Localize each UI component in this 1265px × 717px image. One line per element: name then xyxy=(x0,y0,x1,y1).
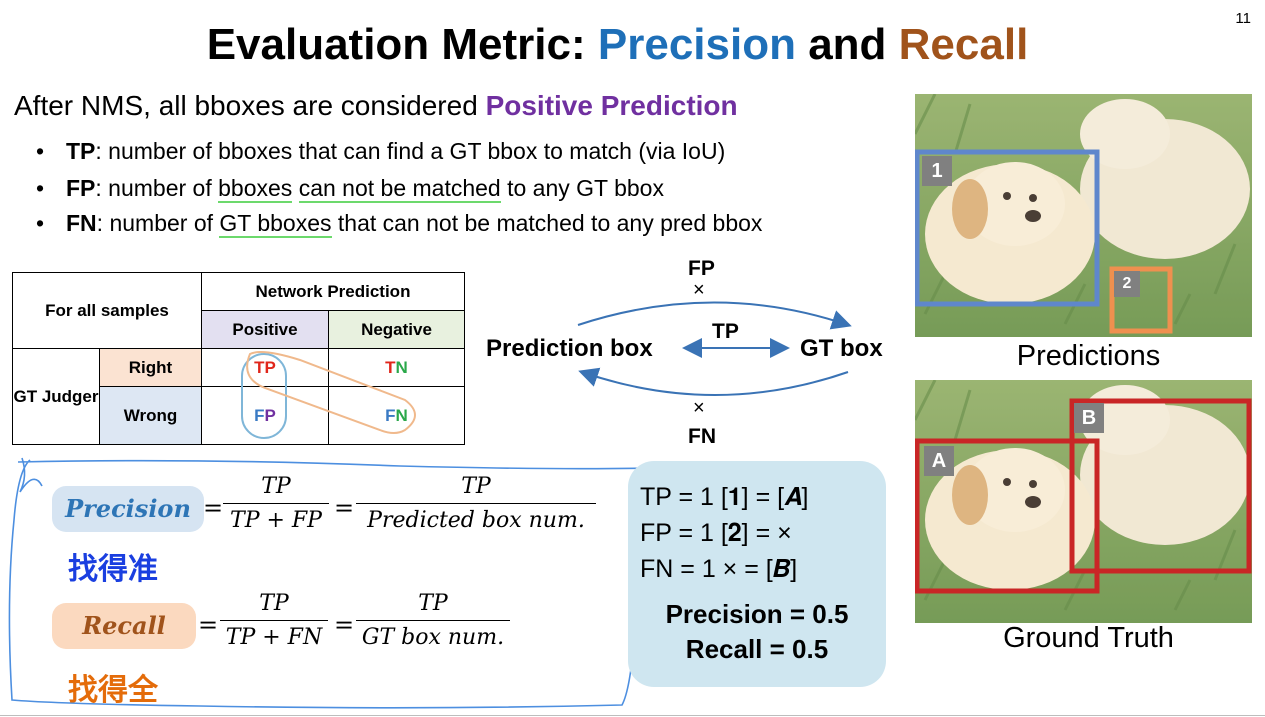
fraction-numerator: TP xyxy=(461,474,491,499)
precision-eq-2: = xyxy=(334,494,355,522)
bullet-underlined: bboxes xyxy=(218,175,293,203)
title-precision: Precision xyxy=(597,20,796,69)
bullet-tp: • TP: number of bboxes that can find a GT… xyxy=(36,138,726,164)
precision-eq-1: = xyxy=(203,494,224,522)
result-tp-line: TP = 1 [𝟏] = [𝑨] xyxy=(640,483,809,511)
diagram-fp-label: FP xyxy=(688,257,715,280)
bullet-text: : number of xyxy=(95,175,219,201)
gt-box-a-label: A xyxy=(924,446,954,476)
predictions-caption: Predictions xyxy=(1016,340,1161,372)
result-recall: Recall = 0.5 xyxy=(685,634,829,664)
fraction-numerator: TP xyxy=(261,474,291,499)
pred-box-1-label: 1 xyxy=(922,156,952,186)
fraction-numerator: TP xyxy=(259,591,289,616)
fraction-numerator: TP xyxy=(418,591,448,616)
recall-fraction-1: TP TP + FN xyxy=(220,591,328,650)
table-positive: Positive xyxy=(201,310,329,349)
recall-pill: Recall xyxy=(52,603,196,649)
result-fp-line: FP = 1 [𝟐] = × xyxy=(640,519,792,547)
ground-truth-caption: Ground Truth xyxy=(1003,622,1174,654)
table-corner: For all samples xyxy=(12,272,202,349)
title-recall: Recall xyxy=(898,20,1029,69)
pred-box-2-label: 2 xyxy=(1114,271,1140,297)
ground-truth-image: A B xyxy=(915,380,1252,623)
fraction-denominator: Predicted box num. xyxy=(356,503,596,533)
recall-chinese: 找得全 xyxy=(68,674,158,707)
precision-fraction-2: TP Predicted box num. xyxy=(356,474,596,533)
title-and: and xyxy=(795,20,899,69)
precision-chinese: 找得准 xyxy=(68,553,158,586)
bullet-text: that can not be matched to any pred bbox xyxy=(331,210,763,236)
table-wrong: Wrong xyxy=(99,386,202,445)
result-precision: Precision = 0.5 xyxy=(665,599,849,629)
recall-eq-2: = xyxy=(334,611,355,639)
precision-fraction-1: TP TP + FP xyxy=(223,474,329,533)
predictions-image: 1 2 xyxy=(915,94,1252,337)
bullet-underlined: GT bboxes xyxy=(219,210,332,238)
slide-title: Evaluation Metric: Precision and Recall xyxy=(0,20,1235,70)
table-right: Right xyxy=(99,348,202,387)
recall-eq-1: = xyxy=(198,611,219,639)
intro-plain: After NMS, all bboxes are considered xyxy=(14,90,486,121)
bullet-term: FN xyxy=(66,210,97,236)
fraction-denominator: GT box num. xyxy=(356,620,510,650)
intro-text: After NMS, all bboxes are considered Pos… xyxy=(14,90,738,122)
precision-pill: Precision xyxy=(52,486,204,532)
fraction-denominator: TP + FN xyxy=(220,620,328,650)
diagram-gt-box: GT box xyxy=(800,335,883,362)
bullet-text: : number of bboxes that can find a GT bb… xyxy=(95,138,726,164)
result-box: TP = 1 [𝟏] = [𝑨] FP = 1 [𝟐] = × FN = 1 ×… xyxy=(628,461,886,687)
recall-fraction-2: TP GT box num. xyxy=(356,591,510,650)
fraction-denominator: TP + FP xyxy=(223,503,329,533)
diagram-fp-cross: × xyxy=(693,279,705,301)
bullet-fp: • FP: number of bboxes can not be matched… xyxy=(36,175,664,203)
bullet-fn: • FN: number of GT bboxes that can not be… xyxy=(36,210,763,238)
puppies-photo-illustration xyxy=(915,94,1252,337)
intro-highlight: Positive Prediction xyxy=(485,90,738,121)
bullet-underlined: can not be matched xyxy=(298,175,501,203)
diagram-tp-label: TP xyxy=(712,320,739,343)
bullet-text: : number of xyxy=(96,210,220,236)
bullet-text: to any GT bbox xyxy=(500,175,664,201)
diagram-prediction-box: Prediction box xyxy=(486,335,653,362)
bullet-term: TP xyxy=(66,138,96,164)
gt-box-b-label: B xyxy=(1074,403,1104,433)
diagram-fn-label: FN xyxy=(688,425,716,448)
bottom-divider xyxy=(0,715,1265,716)
diagram-fn-cross: × xyxy=(693,397,705,419)
title-prefix: Evaluation Metric: xyxy=(206,20,598,69)
table-negative: Negative xyxy=(328,310,465,349)
result-fn-line: FN = 1 × = [𝑩] xyxy=(640,555,798,583)
page-number: 11 xyxy=(1235,10,1251,27)
bullet-term: FP xyxy=(66,175,96,201)
